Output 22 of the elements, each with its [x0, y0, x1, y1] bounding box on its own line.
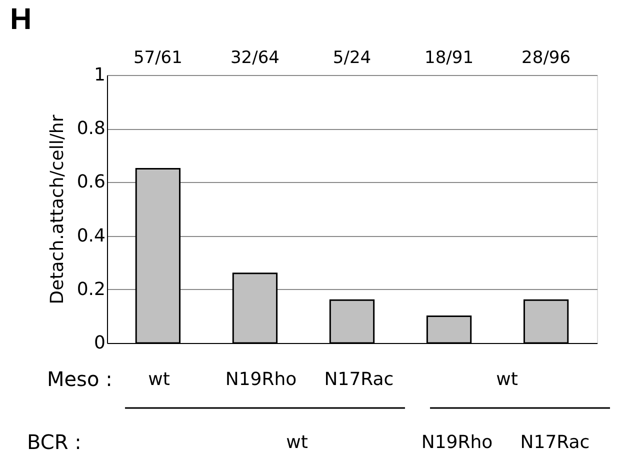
- text: 32/64: [230, 48, 280, 68]
- text: 57/61: [133, 48, 182, 68]
- text: N19Rho: [225, 369, 297, 390]
- text: 28/96: [522, 48, 571, 68]
- text: N19Rho: [421, 432, 493, 453]
- text: wt: [496, 369, 518, 390]
- y-tick-label: 0: [94, 332, 106, 354]
- text: 18/91: [424, 48, 474, 68]
- text: BCR :: [27, 430, 82, 454]
- y-tick-label: 0.6: [76, 172, 106, 193]
- y-tick-label: 0.4: [76, 225, 106, 246]
- text: N17Rac: [520, 432, 590, 453]
- y-axis-title: Detach.attach/cell/hr: [46, 114, 68, 304]
- text: Meso :: [47, 367, 112, 391]
- text: wt: [148, 369, 170, 390]
- chart-title: H: [10, 3, 32, 36]
- y-tick-label: 0.8: [76, 118, 106, 140]
- y-tick-label: 1: [94, 64, 106, 86]
- text: N17Rac: [324, 369, 394, 390]
- text: 5/24: [332, 48, 372, 68]
- y-tick-label: 0.2: [76, 278, 106, 300]
- text: wt: [286, 432, 308, 453]
